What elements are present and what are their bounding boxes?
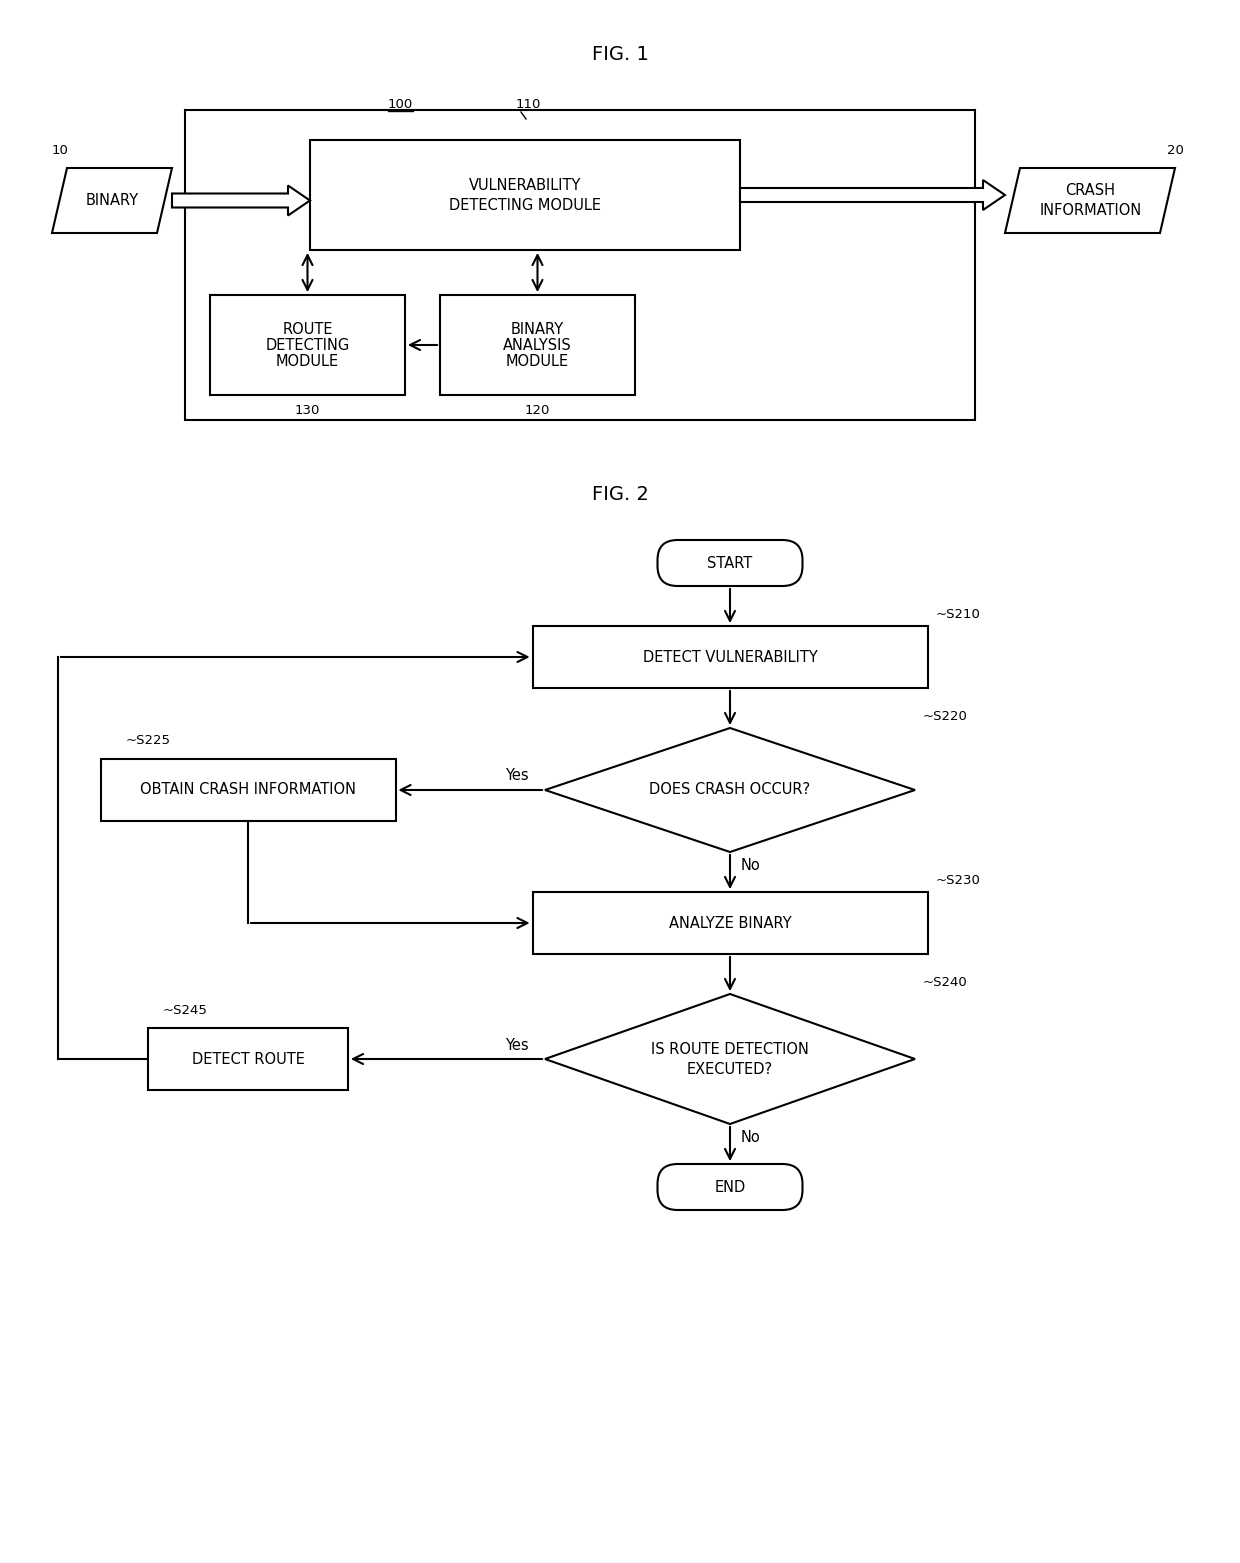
Text: ~S225: ~S225 <box>125 735 171 747</box>
Text: 110: 110 <box>516 98 541 111</box>
Text: ANALYSIS: ANALYSIS <box>503 338 572 353</box>
Text: EXECUTED?: EXECUTED? <box>687 1061 773 1077</box>
Text: ~S210: ~S210 <box>935 608 981 621</box>
Text: ANALYZE BINARY: ANALYZE BINARY <box>668 916 791 930</box>
Text: FIG. 2: FIG. 2 <box>591 486 649 505</box>
Bar <box>532 627 928 688</box>
Text: ROUTE: ROUTE <box>283 322 332 336</box>
Text: DETECTING MODULE: DETECTING MODULE <box>449 197 601 213</box>
Text: MODULE: MODULE <box>506 353 569 369</box>
Bar <box>148 1028 348 1089</box>
Text: ~S230: ~S230 <box>935 874 981 886</box>
Polygon shape <box>740 180 1004 209</box>
Text: VULNERABILITY: VULNERABILITY <box>469 178 582 192</box>
Text: DOES CRASH OCCUR?: DOES CRASH OCCUR? <box>650 783 811 797</box>
Bar <box>532 892 928 953</box>
Text: MODULE: MODULE <box>277 353 339 369</box>
Polygon shape <box>546 728 915 852</box>
Text: DETECTING: DETECTING <box>265 338 350 353</box>
Text: FIG. 1: FIG. 1 <box>591 45 649 64</box>
Text: ~S240: ~S240 <box>923 975 967 988</box>
Text: Yes: Yes <box>505 1038 528 1052</box>
Bar <box>440 295 635 395</box>
Text: IS ROUTE DETECTION: IS ROUTE DETECTION <box>651 1041 808 1057</box>
Text: BINARY: BINARY <box>511 322 564 336</box>
Polygon shape <box>172 186 310 216</box>
Text: START: START <box>707 555 753 570</box>
FancyBboxPatch shape <box>657 539 802 586</box>
Text: BINARY: BINARY <box>86 192 139 208</box>
Text: DETECT ROUTE: DETECT ROUTE <box>191 1052 305 1066</box>
Text: OBTAIN CRASH INFORMATION: OBTAIN CRASH INFORMATION <box>140 783 356 797</box>
Polygon shape <box>52 167 172 233</box>
FancyBboxPatch shape <box>657 1164 802 1210</box>
Polygon shape <box>546 994 915 1124</box>
Bar <box>210 295 405 395</box>
Polygon shape <box>1004 167 1176 233</box>
Text: 130: 130 <box>295 403 320 416</box>
Text: 20: 20 <box>1167 144 1183 156</box>
Text: INFORMATION: INFORMATION <box>1039 203 1142 217</box>
Text: ~S220: ~S220 <box>923 710 968 722</box>
Text: ~S245: ~S245 <box>162 1003 208 1016</box>
Text: DETECT VULNERABILITY: DETECT VULNERABILITY <box>642 650 817 664</box>
Text: 10: 10 <box>52 144 68 156</box>
Text: No: No <box>740 1130 760 1146</box>
Text: 120: 120 <box>525 403 551 416</box>
Text: END: END <box>714 1180 745 1194</box>
Text: Yes: Yes <box>505 769 528 783</box>
Bar <box>310 141 740 250</box>
Text: 100: 100 <box>387 98 413 111</box>
Text: No: No <box>740 858 760 874</box>
Text: CRASH: CRASH <box>1065 183 1116 199</box>
Bar <box>100 760 396 821</box>
Bar <box>185 109 975 420</box>
